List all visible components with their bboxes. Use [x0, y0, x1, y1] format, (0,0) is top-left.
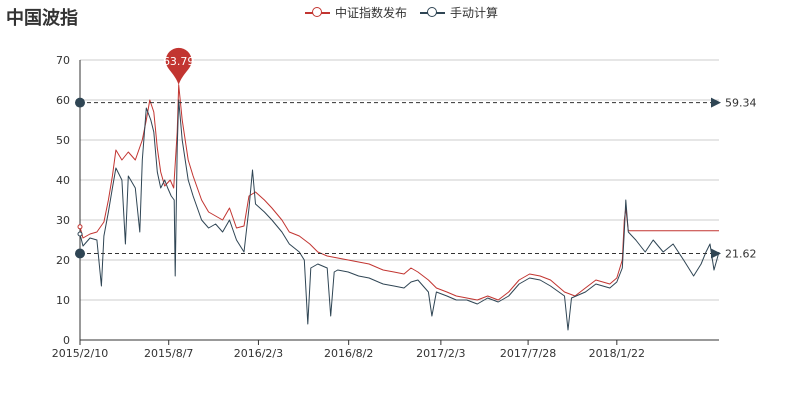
mark-line-start-dot	[75, 248, 85, 259]
series-start-point	[77, 224, 83, 230]
x-tick-label: 2015/8/7	[144, 347, 193, 360]
y-tick-label: 50	[56, 134, 70, 147]
y-tick-label: 10	[56, 294, 70, 307]
legend-circle-icon	[312, 7, 322, 17]
x-tick-label: 2017/2/3	[416, 347, 465, 360]
y-tick-label: 40	[56, 174, 70, 187]
series-start-point	[77, 231, 83, 237]
series-line-published	[79, 84, 719, 301]
max-pin-label: 63.79	[163, 55, 195, 68]
mark-line-arrow-icon	[711, 97, 721, 108]
x-tick-label: 2018/1/22	[589, 347, 645, 360]
y-tick-label: 60	[56, 94, 70, 107]
series	[77, 84, 720, 331]
y-tick-label: 20	[56, 254, 70, 267]
chart-title: 中国波指	[6, 8, 78, 29]
y-tick-label: 30	[56, 214, 70, 227]
legend-label-published: 中证指数发布	[335, 6, 408, 20]
mark-line-label: 21.62	[725, 248, 757, 261]
x-tick-label: 2016/2/3	[234, 347, 283, 360]
x-tick-label: 2017/7/28	[500, 347, 556, 360]
grid	[80, 59, 719, 301]
legend: 中证指数发布 手动计算	[0, 4, 800, 22]
mark-point: 63.79	[163, 47, 195, 85]
x-tick-label: 2016/8/2	[324, 347, 373, 360]
mark-lines: 59.34 21.62	[75, 97, 757, 261]
mark-line-arrow-icon	[711, 248, 721, 259]
y-tick-label: 70	[56, 54, 70, 67]
mark-line-label: 59.34	[725, 97, 757, 110]
legend-label-manual: 手动计算	[450, 6, 499, 20]
max-pin-icon	[165, 47, 192, 85]
series-line-manual	[79, 99, 720, 331]
x-tick-label: 2015/2/10	[52, 347, 108, 360]
mark-line-start-dot	[75, 97, 85, 108]
legend-circle-icon	[427, 7, 437, 17]
axes: 0 10 20 30 40 50 60 70 2015/2/10 2015/8/7 2016/2/3…	[52, 54, 719, 360]
y-tick-label: 0	[63, 334, 70, 347]
